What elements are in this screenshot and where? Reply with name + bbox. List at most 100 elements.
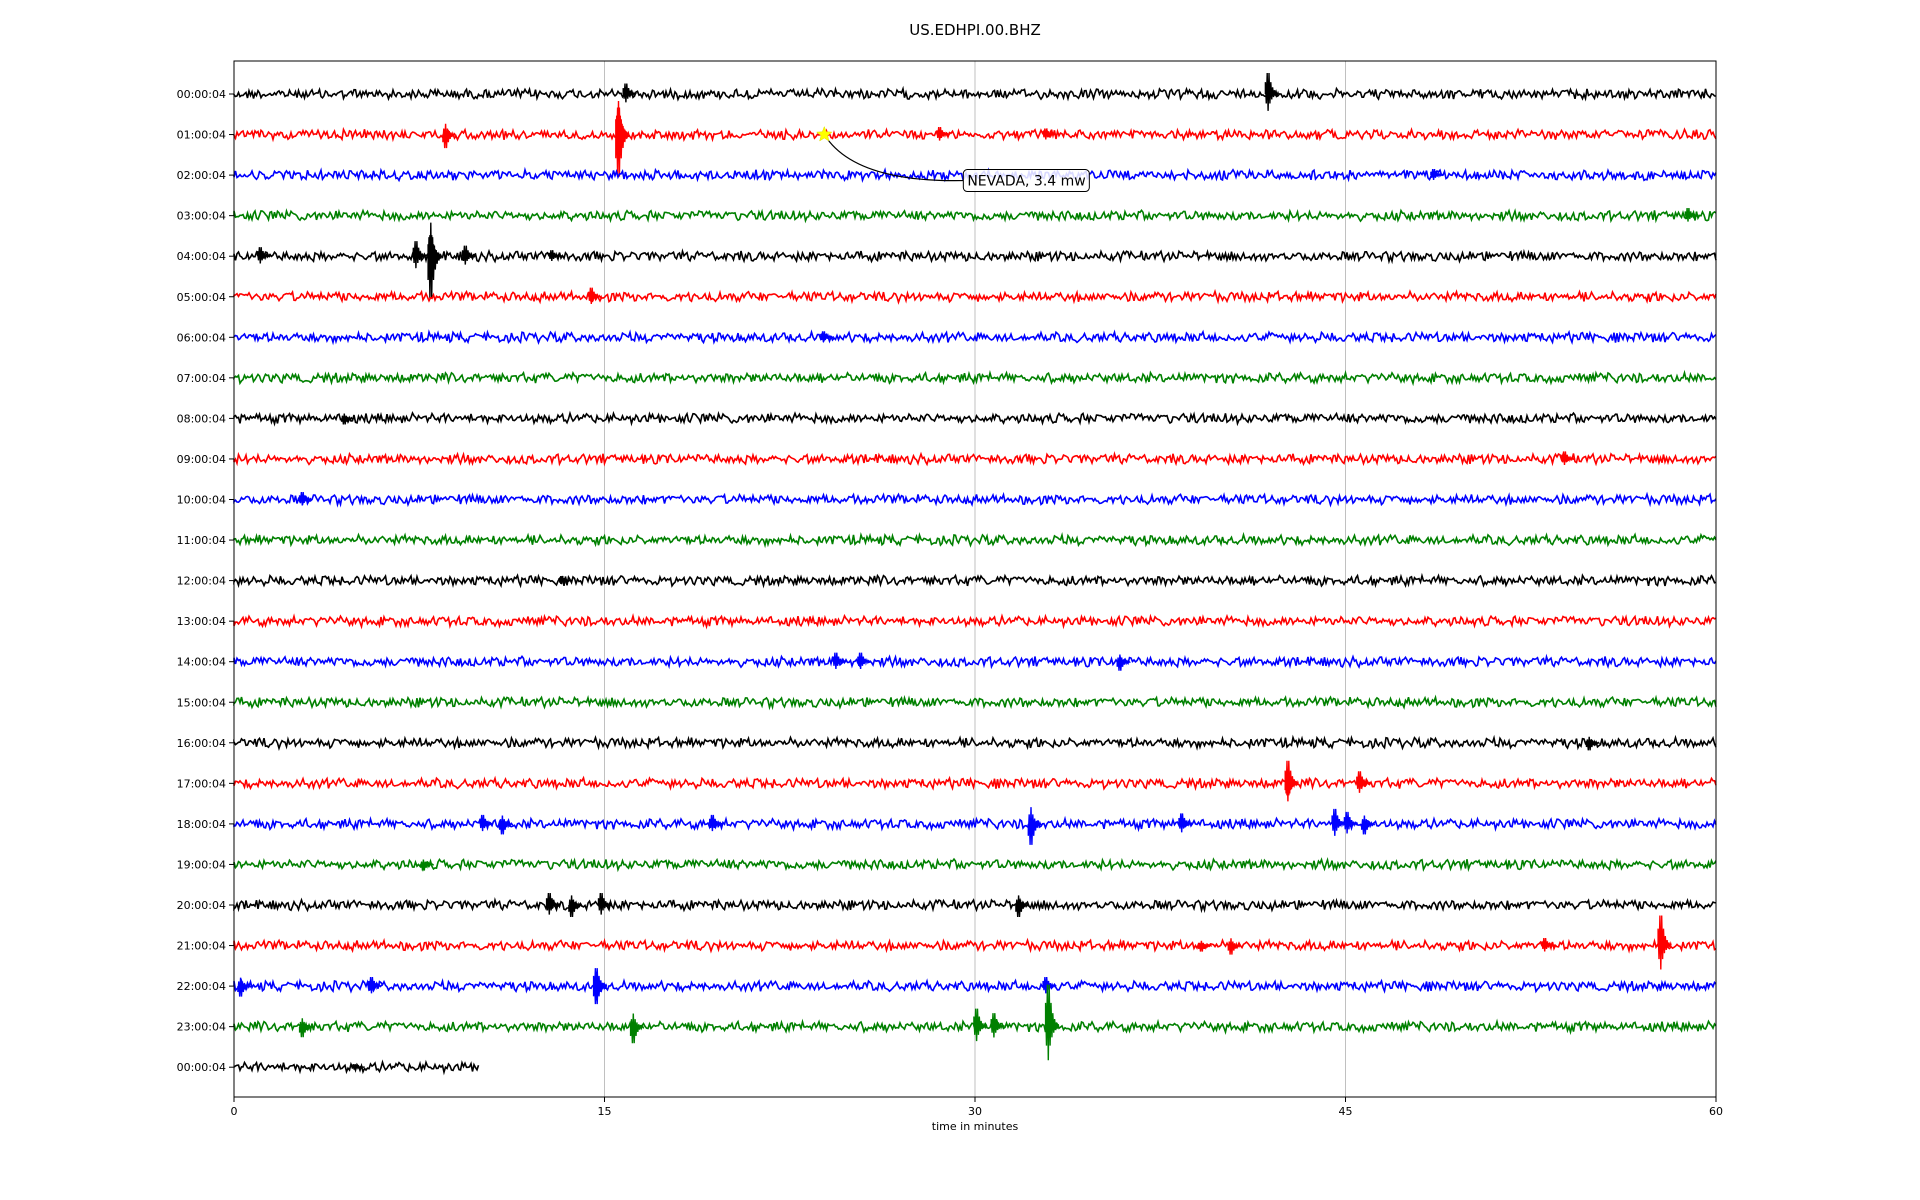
trace-row-11 (233, 531, 1717, 549)
row-time-label: 10:00:04 (177, 494, 226, 507)
row-time-labels: 00:00:04 01:00:04 02:00:04 03:00:04 04:00:04… (177, 88, 234, 1074)
row-time-label: 04:00:04 (177, 250, 226, 263)
event-spike (857, 652, 872, 669)
event-spike (340, 413, 356, 425)
trace-row-8 (233, 410, 1717, 427)
trace-row-16 (233, 734, 1717, 751)
trace-row-3 (233, 208, 1717, 224)
event-spike (1044, 984, 1060, 1061)
row-time-label: 16:00:04 (177, 737, 226, 750)
event-spike (256, 247, 272, 264)
annotation-label: NEVADA, 3.4 mw (967, 174, 1085, 190)
row-time-label: 01:00:04 (177, 129, 226, 142)
event-spike (1227, 938, 1242, 955)
event-spike (597, 892, 613, 915)
event-spike (442, 123, 457, 149)
event-spike (1331, 808, 1346, 836)
row-time-label: 09:00:04 (177, 453, 226, 466)
event-spike (990, 1013, 1005, 1038)
trace-row-1 (233, 126, 1717, 143)
x-tick-label: 60 (1709, 1105, 1723, 1118)
event-spike (1264, 72, 1280, 111)
event-spike (350, 1063, 365, 1070)
row-time-label: 20:00:04 (177, 899, 226, 912)
trace-row-5 (233, 288, 1717, 305)
row-time-label: 18:00:04 (177, 818, 226, 831)
event-spike (412, 241, 427, 269)
event-spike (1684, 208, 1699, 222)
event-spike (548, 250, 563, 262)
event-spike (1361, 815, 1376, 835)
event-spike (1116, 654, 1131, 671)
trace-row-21 (233, 937, 1717, 954)
row-time-label: 05:00:04 (177, 291, 226, 304)
trace-row-4 (233, 248, 1717, 265)
trace-row-7 (233, 369, 1717, 387)
event-spike (420, 859, 435, 871)
row-time-label: 13:00:04 (177, 615, 226, 628)
event-spike (298, 491, 314, 506)
row-time-label: 22:00:04 (177, 980, 226, 993)
event-spike (298, 1018, 314, 1038)
trace-row-20 (233, 896, 1717, 914)
event-spike (1356, 771, 1371, 793)
event-spike (820, 331, 835, 343)
row-time-label: 21:00:04 (177, 940, 226, 953)
row-time-label: 11:00:04 (177, 534, 226, 547)
trace-row-0 (233, 85, 1717, 102)
row-time-label: 03:00:04 (177, 210, 226, 223)
event-spike (592, 971, 608, 1005)
annotation-connector (823, 134, 964, 182)
row-time-label: 19:00:04 (177, 858, 226, 871)
x-tick-label: 15 (598, 1105, 612, 1118)
event-spike (1585, 736, 1600, 751)
row-time-label: 17:00:04 (177, 777, 226, 790)
event-spike (479, 814, 494, 832)
event-spike (587, 287, 603, 304)
event-spike (615, 100, 630, 177)
event-spike (427, 222, 442, 299)
trace-row-13 (233, 613, 1717, 630)
trace-row-14 (233, 653, 1717, 670)
event-spike (568, 895, 583, 918)
row-time-label: 15:00:04 (177, 696, 226, 709)
trace-row-9 (233, 450, 1717, 467)
event-spike (832, 652, 847, 669)
event-spike (237, 977, 252, 997)
event-star-marker (816, 125, 833, 142)
row-time-label: 07:00:04 (177, 372, 226, 385)
x-tick-label: 0 (231, 1105, 238, 1118)
row-time-label: 00:00:04 (177, 88, 226, 101)
event-spike (368, 977, 383, 994)
row-time-label: 23:00:04 (177, 1021, 226, 1034)
event-spike (1284, 773, 1299, 796)
row-time-label: 00:00:04 (177, 1061, 226, 1074)
event-spike (1657, 915, 1672, 970)
event-spike (1044, 1019, 1060, 1036)
x-tick-label: 30 (968, 1105, 982, 1118)
trace-row-6 (233, 329, 1717, 346)
event-spike (1343, 811, 1359, 834)
event-spike (1198, 940, 1213, 952)
trace-row-17 (233, 775, 1717, 792)
event-spike (461, 245, 477, 265)
event-spike (629, 1013, 645, 1044)
x-axis-label: time in minutes (932, 1120, 1019, 1133)
x-tick-label: 45 (1339, 1105, 1353, 1118)
event-spike (1027, 807, 1042, 845)
event-spike (622, 83, 637, 103)
event-spike (1541, 937, 1556, 952)
trace-row-22 (233, 977, 1717, 994)
event-spike (1178, 813, 1193, 833)
trace-row-15 (233, 694, 1717, 711)
event-spike (1015, 895, 1030, 918)
trace-row-12 (233, 572, 1717, 589)
row-time-label: 02:00:04 (177, 169, 226, 182)
event-spike (499, 815, 514, 835)
event-spike (1430, 169, 1445, 180)
row-time-label: 14:00:04 (177, 656, 226, 669)
chart-title: US.EDHPI.00.BHZ (909, 21, 1041, 39)
event-spike (1561, 451, 1576, 465)
trace-row-24 (233, 1059, 480, 1076)
